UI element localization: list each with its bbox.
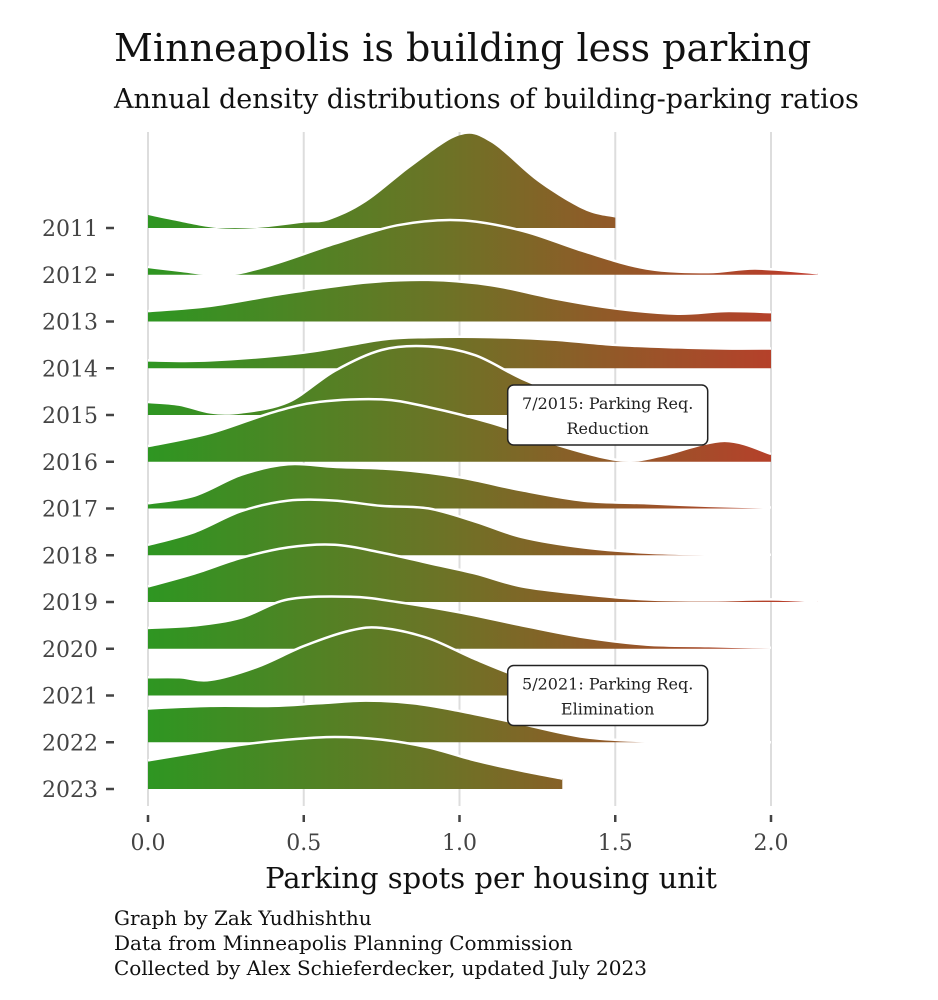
chart-title: Minneapolis is building less parking [114,26,812,70]
y-tick-label: 2022 [42,731,98,756]
y-tick-label: 2021 [42,685,98,710]
y-axis: 2011 2012 2013 2014 2015 2016 2017 2018 2019 2020… [42,217,114,803]
ridge-area-2011 [148,133,616,229]
ridge-outline-2020 [147,595,772,649]
annotation-text: 5/2021: Parking Req. [522,675,693,694]
y-tick-label: 2011 [42,217,98,242]
annotation-text: Reduction [566,419,649,438]
y-tick-label: 2020 [42,638,98,663]
ridge-area-2019 [148,544,818,602]
x-tick-label: 1.5 [598,831,633,856]
x-axis: 0.0 0.5 1.0 1.5 2.0 [131,815,789,856]
y-tick-label: 2017 [42,498,98,523]
y-tick-label: 2014 [42,357,98,382]
annotation-label: 5/2021: Parking Req. Elimination [506,664,709,727]
y-tick-label: 2023 [42,778,98,803]
ridge-area-2018 [148,499,771,556]
x-tick-label: 0.0 [131,831,166,856]
ridge-outline-2012 [147,218,818,277]
ridge-area-2017 [148,463,771,509]
caption-line: Data from Minneapolis Planning Commissio… [114,931,573,955]
chart-subtitle: Annual density distributions of building… [114,84,859,115]
ridge-area-2022 [148,700,771,743]
annotation-label: 7/2015: Parking Req. Reduction [506,384,709,446]
ridge-area-2023 [148,737,563,789]
y-tick-label: 2019 [42,591,98,616]
annotation-text: Elimination [561,700,655,719]
caption-line: Graph by Zak Yudhishthu [114,906,372,930]
ridge-outline-2014 [147,335,772,363]
ridge-outline-2016 [147,397,772,462]
ridge-outline-2018 [147,498,772,556]
y-tick-label: 2018 [42,544,98,569]
caption-line: Collected by Alex Schieferdecker, update… [114,956,647,980]
caption: Graph by Zak Yudhishthu Data from Minnea… [114,906,647,981]
ridge-outline-2022 [147,699,772,744]
ridge-area-2013 [148,279,771,322]
x-axis-label: Parking spots per housing unit [265,861,717,895]
ridge-outline-2023 [147,735,563,780]
x-tick-label: 1.0 [442,831,477,856]
annotation-box [506,664,709,727]
y-tick-label: 2015 [42,404,98,429]
ridge-outline-2015 [147,344,616,415]
x-tick-label: 2.0 [754,831,789,856]
ridge-area-2016 [148,399,771,462]
annotations: 7/2015: Parking Req. Reduction 5/2021: Par… [506,384,709,727]
y-tick-label: 2013 [42,311,98,336]
ridge-area-2020 [148,596,771,649]
annotation-box [506,384,709,446]
ridge-outline-2013 [147,278,772,315]
ridge-outline-2017 [147,462,772,509]
annotation-text: 7/2015: Parking Req. [522,394,693,413]
ridge-area-2015 [148,346,616,415]
y-tick-label: 2012 [42,264,98,289]
ridge-outline-2019 [147,543,818,603]
ridge-area-2021 [148,627,616,696]
y-tick-label: 2016 [42,451,98,476]
ridges [147,133,818,789]
x-tick-label: 0.5 [286,831,321,856]
ridge-area-2012 [148,219,818,275]
